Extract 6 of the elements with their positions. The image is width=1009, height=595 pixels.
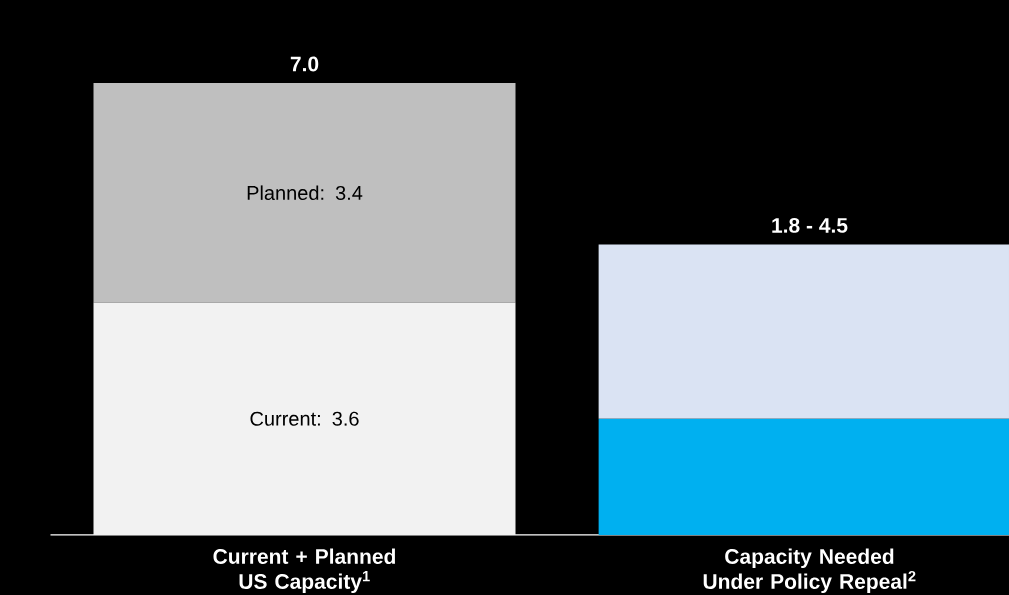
data-label: Current: 3.6	[250, 411, 359, 426]
total-label: 7.0	[290, 56, 319, 72]
total-label: 1.8 - 4.5	[772, 217, 848, 233]
x-tick-label: Capacity Needed Under Policy Repeal$^{2}$	[703, 548, 916, 594]
data-label: Planned: 3.4	[247, 185, 363, 201]
x-tick-label: Current + Planned US Capacity$^{1}$	[213, 548, 395, 594]
